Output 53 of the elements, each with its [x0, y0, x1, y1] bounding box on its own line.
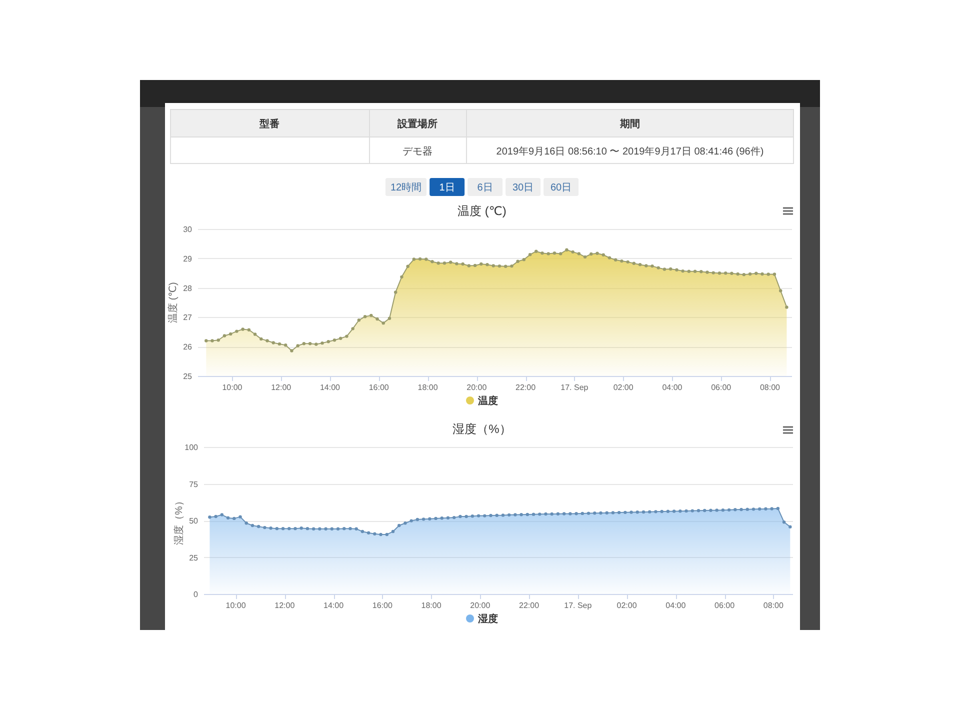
y-axis-title: 温度 (℃)	[167, 282, 179, 323]
y-tick-label: 27	[183, 313, 193, 322]
x-tick-label: 20:00	[470, 601, 491, 610]
x-tick-label: 16:00	[372, 601, 393, 610]
x-tick-label: 16:00	[368, 383, 390, 392]
button: 60日	[544, 178, 579, 196]
x-tick-label: 14:00	[324, 601, 344, 610]
x-tick-label: 08:00	[763, 601, 784, 610]
y-tick-label: 26	[183, 342, 193, 352]
x-tick-label: 12:00	[274, 601, 296, 610]
y-tick-label: 75	[189, 480, 199, 489]
x-tick-label: 04:00	[666, 601, 686, 610]
x-tick-label: 20:00	[466, 383, 488, 392]
x-tick-label: 06:00	[711, 383, 732, 392]
legend-label: 温度	[477, 395, 498, 407]
x-tick-label: 06:00	[714, 601, 736, 610]
text: 2019年9月16日 08:56:10 〜 2019年9月17日 08:41:46 (96件)	[496, 146, 764, 158]
legend-label: 湿度	[477, 613, 498, 625]
y-tick-label: 25	[183, 372, 193, 381]
button: 6日	[468, 178, 503, 196]
y-tick-label: 25	[189, 553, 199, 562]
x-tick-label: 04:00	[662, 383, 683, 392]
x-tick-label: 17. Sep	[560, 383, 589, 392]
button: 30日	[506, 178, 541, 196]
chart-title: 温度 (℃)	[458, 204, 506, 218]
text: 設置場所	[396, 118, 438, 130]
y-tick-label: 100	[184, 443, 199, 452]
x-tick-label: 14:00	[320, 383, 341, 392]
text: デモ器	[402, 146, 432, 158]
y-axis-title: 湿度（%）	[173, 496, 185, 545]
y-tick-label: 29	[183, 254, 193, 264]
button: 1日	[430, 178, 465, 196]
legend-item: 温度	[466, 396, 498, 407]
x-tick-label: 17. Sep	[564, 601, 592, 610]
y-tick-label: 30	[183, 225, 193, 234]
x-tick-label: 10:00	[222, 383, 243, 392]
y-tick-label: 50	[189, 516, 199, 526]
button: 12時間	[385, 178, 427, 196]
y-tick-label: 0	[194, 590, 199, 599]
x-tick-label: 18:00	[421, 601, 442, 610]
x-tick-label: 22:00	[516, 383, 536, 392]
x-tick-label: 12:00	[271, 383, 292, 392]
text: 期間	[619, 118, 640, 130]
x-tick-label: 10:00	[226, 601, 246, 610]
text: 型番	[258, 118, 280, 130]
x-tick-label: 02:00	[616, 601, 638, 610]
y-tick-label: 28	[183, 284, 193, 293]
legend-item: 湿度	[466, 614, 498, 625]
x-tick-label: 08:00	[760, 383, 781, 392]
chart-title: 湿度（%）	[452, 422, 512, 436]
x-tick-label: 22:00	[519, 601, 540, 610]
x-tick-label: 18:00	[418, 383, 438, 392]
x-tick-label: 02:00	[613, 383, 634, 392]
